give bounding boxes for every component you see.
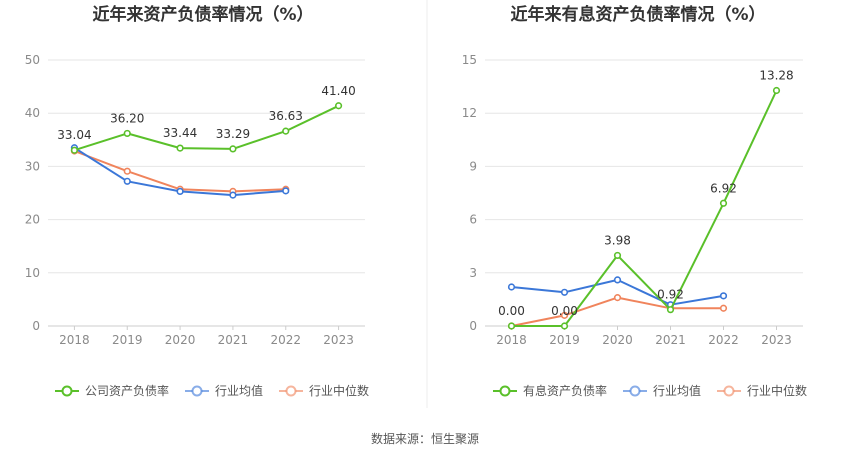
legend-label: 公司资产负债率 xyxy=(85,383,169,398)
y-tick-label: 12 xyxy=(462,106,477,120)
data-point-company xyxy=(334,102,343,110)
legend-item-industry-median[interactable]: 行业中位数 xyxy=(279,383,369,398)
legend-item-industry-mean[interactable]: 行业均值 xyxy=(623,383,701,398)
chart-debt-ratio: 近年来资产负债率情况（%） 0 10 20 30 40 50 2018 2019 2020 2021… xyxy=(25,4,369,398)
data-point-company xyxy=(613,251,622,260)
legend-swatch-marker xyxy=(629,385,641,397)
data-label: 33.29 xyxy=(216,127,250,141)
legend-item-company[interactable]: 有息资产负债率 xyxy=(493,383,607,398)
data-point-company xyxy=(282,127,290,135)
chart-title: 近年来有息资产负债率情况（%） xyxy=(510,4,765,25)
chart-title: 近年来资产负债率情况（%） xyxy=(92,4,313,25)
y-tick-label: 0 xyxy=(469,319,477,333)
x-tick-label: 2018 xyxy=(496,333,527,347)
data-point-company xyxy=(719,199,728,207)
x-tick-label: 2018 xyxy=(59,333,90,347)
x-tick-label: 2021 xyxy=(218,333,249,347)
data-point-industry-mean xyxy=(229,191,237,199)
data-label: 33.44 xyxy=(163,126,197,140)
data-source-note: 数据来源：恒生聚源 xyxy=(371,431,479,446)
data-label: 33.04 xyxy=(57,128,91,142)
data-label: 6.92 xyxy=(710,181,737,195)
data-label: 0.92 xyxy=(657,288,684,302)
data-point-industry-median xyxy=(560,311,569,319)
y-tick-label: 10 xyxy=(25,266,40,280)
data-label: 3.98 xyxy=(604,233,631,247)
data-point-industry-median xyxy=(613,294,622,302)
series-line-company xyxy=(511,90,778,327)
data-label: 13.28 xyxy=(759,69,793,83)
data-label: 36.20 xyxy=(110,111,144,125)
data-point-company xyxy=(507,322,516,330)
data-point-company xyxy=(666,306,675,314)
data-label: 0.00 xyxy=(551,304,578,318)
legend-swatch-marker xyxy=(191,385,203,397)
legend-item-industry-median[interactable]: 行业中位数 xyxy=(717,383,807,398)
data-point-industry-mean xyxy=(719,292,728,300)
x-tick-label: 2019 xyxy=(112,333,143,347)
data-point-industry-median xyxy=(123,167,131,175)
legend-swatch-marker xyxy=(499,385,511,397)
legend-label: 有息资产负债率 xyxy=(523,383,607,398)
legend-swatch-marker xyxy=(723,385,735,397)
data-label: 0.00 xyxy=(498,304,525,318)
legend-label: 行业中位数 xyxy=(747,383,807,398)
y-tick-label: 0 xyxy=(32,319,40,333)
x-tick-label: 2020 xyxy=(165,333,196,347)
legend-label: 行业均值 xyxy=(215,383,263,398)
y-tick-label: 20 xyxy=(25,213,40,227)
y-tick-label: 40 xyxy=(25,106,40,120)
data-point-company xyxy=(123,129,131,138)
legend-label: 行业中位数 xyxy=(309,383,369,398)
data-point-industry-mean xyxy=(560,288,569,296)
data-point-industry-mean xyxy=(123,177,131,185)
data-point-industry-mean xyxy=(176,187,184,196)
y-tick-label: 6 xyxy=(469,213,477,227)
series-line-industry-median xyxy=(74,150,286,193)
data-point-company xyxy=(560,322,569,330)
data-point-industry-mean xyxy=(507,283,516,291)
x-tick-label: 2023 xyxy=(323,333,354,347)
legend-item-industry-mean[interactable]: 行业均值 xyxy=(185,383,263,398)
data-point-industry-mean xyxy=(613,276,622,284)
y-tick-label: 3 xyxy=(469,266,477,280)
y-tick-label: 15 xyxy=(462,53,477,67)
x-tick-label: 2020 xyxy=(602,333,633,347)
x-tick-label: 2022 xyxy=(708,333,739,347)
data-label: 36.63 xyxy=(269,109,303,123)
data-point-company xyxy=(176,144,184,152)
y-tick-label: 9 xyxy=(469,159,477,173)
x-tick-label: 2021 xyxy=(655,333,686,347)
series-line-company xyxy=(74,104,340,152)
data-point-company xyxy=(70,146,79,154)
chart-interest-debt-ratio: 近年来有息资产负债率情况（%） 0 3 6 9 12 15 2018 2019 2020 2021 2… xyxy=(462,4,807,398)
y-tick-label: 30 xyxy=(25,159,40,173)
legend-swatch-marker xyxy=(61,385,73,397)
y-tick-label: 50 xyxy=(25,53,40,67)
data-point-company xyxy=(772,86,781,95)
x-tick-label: 2019 xyxy=(549,333,580,347)
legend-item-company[interactable]: 公司资产负债率 xyxy=(55,383,169,398)
x-tick-label: 2022 xyxy=(270,333,301,347)
data-point-industry-median xyxy=(719,304,728,312)
data-point-company xyxy=(229,145,237,153)
data-point-industry-mean xyxy=(282,187,290,195)
x-tick-label: 2023 xyxy=(761,333,792,347)
data-label: 41.40 xyxy=(321,84,355,98)
legend-swatch-marker xyxy=(285,385,297,397)
legend-label: 行业均值 xyxy=(653,383,701,398)
